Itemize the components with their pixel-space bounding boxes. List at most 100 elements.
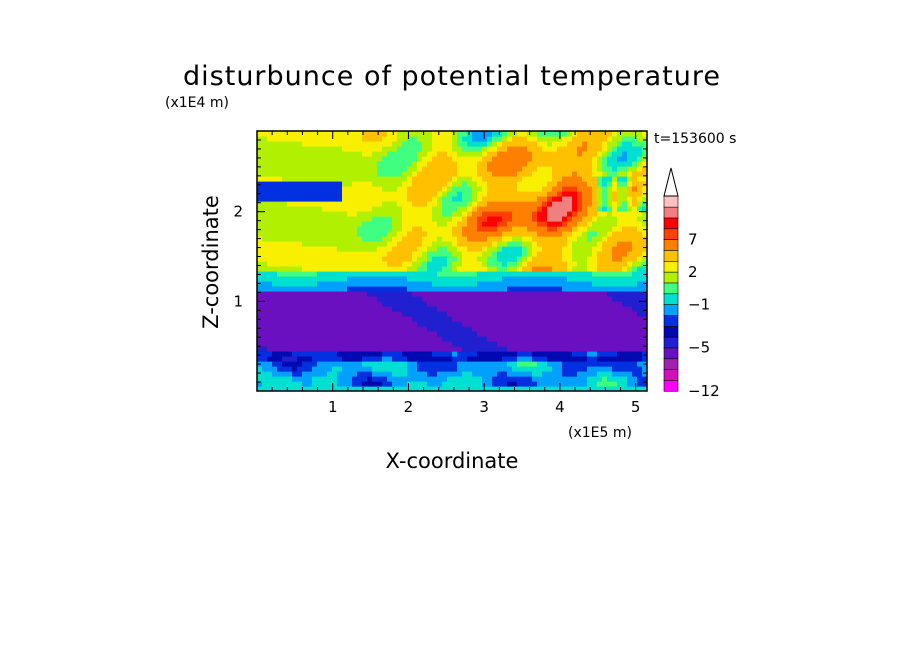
field-cell [337, 206, 343, 212]
field-cell [262, 176, 268, 182]
field-cell [342, 191, 348, 197]
field-cell [372, 191, 378, 197]
field-cell [487, 201, 493, 207]
field-cell [572, 181, 578, 187]
field-cell [452, 161, 458, 167]
field-cell [577, 271, 583, 277]
field-cell [322, 386, 328, 391]
field-cell [297, 171, 303, 177]
field-cell [462, 301, 468, 307]
field-cell [617, 241, 623, 247]
field-cell [327, 226, 333, 232]
field-cell [517, 376, 523, 382]
field-cell [472, 246, 478, 252]
field-cell [517, 161, 523, 167]
field-cell [542, 261, 548, 267]
field-cell [382, 221, 388, 227]
field-cell [567, 366, 573, 372]
field-cell [512, 191, 518, 197]
field-cell [572, 141, 578, 147]
field-cell [557, 271, 563, 277]
field-cell [262, 376, 268, 382]
field-cell [487, 296, 493, 302]
field-cell [487, 171, 493, 177]
field-cell [607, 326, 613, 332]
field-cell [497, 251, 503, 257]
field-cell [452, 221, 458, 227]
field-cell [272, 206, 278, 212]
field-cell [272, 321, 278, 327]
field-cell [417, 306, 423, 312]
field-cell [557, 246, 563, 252]
field-cell [437, 386, 443, 391]
field-cell [612, 341, 618, 347]
field-cell [617, 286, 623, 292]
field-cell [412, 311, 418, 317]
field-cell [587, 341, 593, 347]
field-cell [517, 141, 523, 147]
field-cell [347, 201, 353, 207]
field-cell [522, 376, 528, 382]
field-cell [432, 171, 438, 177]
field-cell [257, 196, 263, 202]
field-cell [422, 271, 428, 277]
field-cell [497, 341, 503, 347]
field-cell [642, 221, 647, 227]
field-cell [552, 296, 558, 302]
field-cell [442, 201, 448, 207]
field-cell [307, 221, 313, 227]
field-cell [262, 301, 268, 307]
field-cell [542, 266, 548, 272]
field-cell [567, 346, 573, 352]
field-cell [422, 156, 428, 162]
field-cell [412, 346, 418, 352]
field-cell [332, 301, 338, 307]
field-cell [622, 136, 628, 142]
field-cell [482, 161, 488, 167]
field-cell [467, 331, 473, 337]
field-cell [437, 251, 443, 257]
field-cell [637, 351, 643, 357]
field-cell [302, 376, 308, 382]
field-cell [322, 246, 328, 252]
field-cell [257, 301, 263, 307]
field-cell [482, 266, 488, 272]
field-cell [317, 371, 323, 377]
field-cell [352, 256, 358, 262]
field-cell [442, 256, 448, 262]
field-cell [327, 356, 333, 362]
field-cell [597, 371, 603, 377]
field-cell [467, 266, 473, 272]
field-cell [387, 301, 393, 307]
field-cell [582, 221, 588, 227]
field-cell [287, 346, 293, 352]
field-cell [382, 291, 388, 297]
field-cell [472, 371, 478, 377]
field-cell [642, 141, 647, 147]
field-cell [297, 221, 303, 227]
field-cell [467, 171, 473, 177]
field-cell [607, 161, 613, 167]
field-cell [357, 251, 363, 257]
field-cell [397, 131, 403, 137]
field-cell [357, 171, 363, 177]
field-cell [532, 386, 538, 391]
field-cell [612, 186, 618, 192]
field-cell [552, 261, 558, 267]
field-cell [547, 376, 553, 382]
field-cell [327, 166, 333, 172]
field-cell [612, 196, 618, 202]
field-cell [497, 246, 503, 252]
field-cell [502, 301, 508, 307]
field-cell [517, 301, 523, 307]
field-cell [612, 246, 618, 252]
field-cell [327, 256, 333, 262]
field-cell [577, 301, 583, 307]
field-cell [472, 151, 478, 157]
field-cell [257, 161, 263, 167]
field-cell [557, 181, 563, 187]
field-cell [262, 196, 268, 202]
field-cell [482, 256, 488, 262]
field-cell [297, 316, 303, 322]
field-cell [597, 146, 603, 152]
